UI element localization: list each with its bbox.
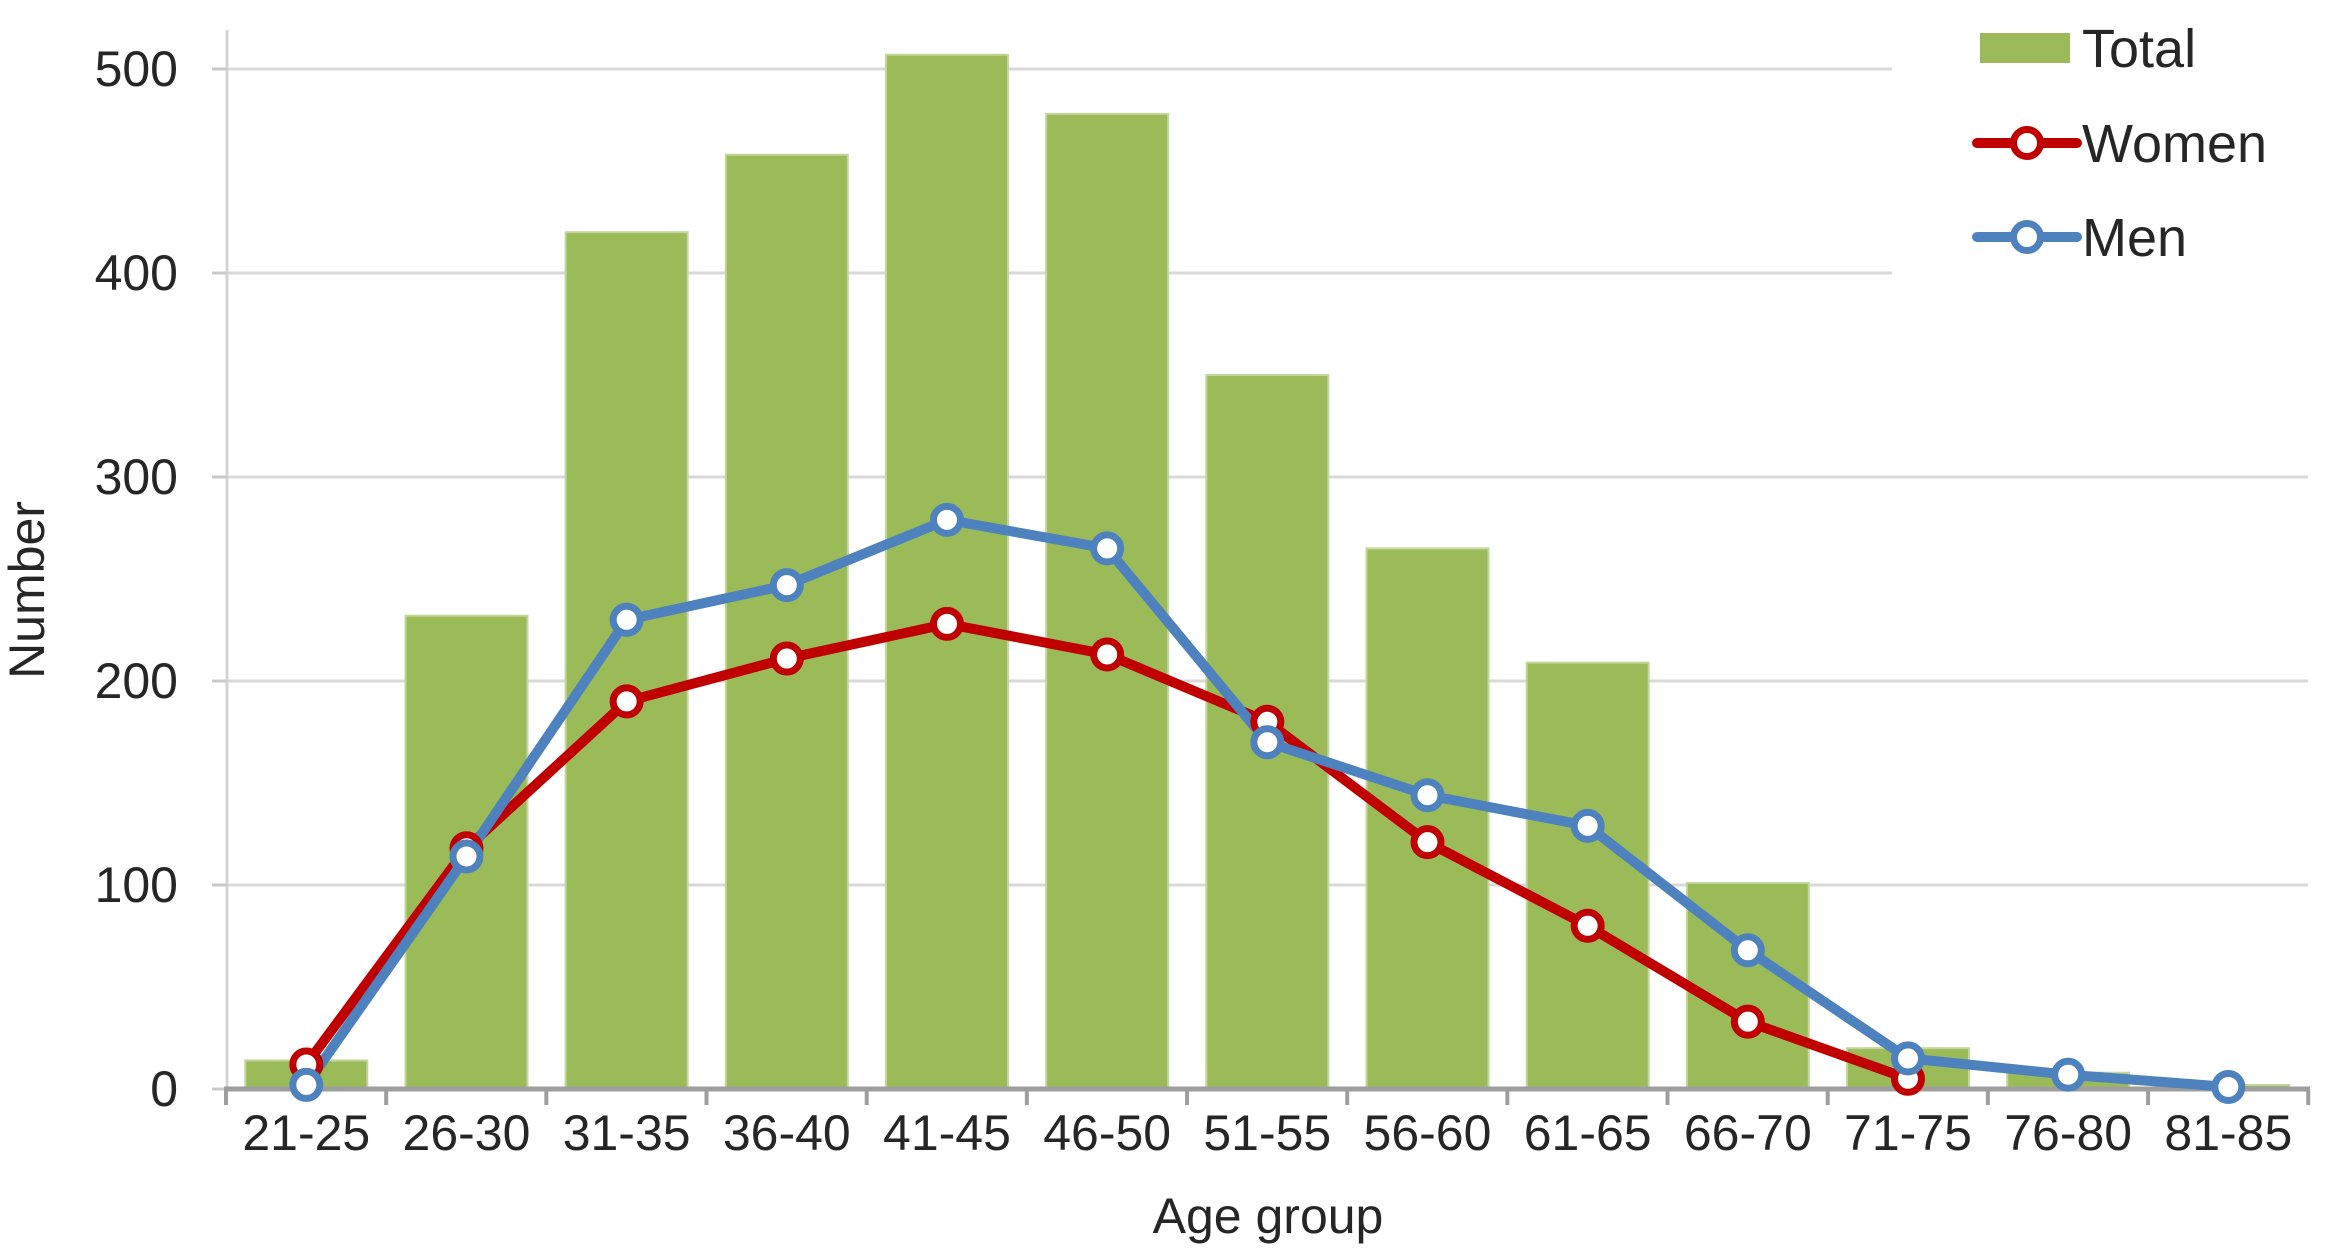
legend-label-total: Total: [2082, 19, 2196, 79]
x-tick-label-26-30: 26-30: [403, 1105, 531, 1161]
bar-56-60: [1365, 547, 1490, 1090]
legend-swatch-total: [1980, 33, 2070, 63]
men-marker-56-60: [1410, 778, 1445, 813]
women-marker-36-40: [769, 641, 804, 676]
men-marker-66-70: [1730, 933, 1765, 968]
men-marker-21-25: [289, 1067, 324, 1102]
x-tick-label-46-50: 46-50: [1043, 1105, 1171, 1161]
x-tick-label-66-70: 66-70: [1684, 1105, 1812, 1161]
x-axis-title: Age group: [1153, 1188, 1384, 1244]
legend-label-men: Men: [2082, 208, 2187, 268]
x-tick-label-56-60: 56-60: [1364, 1105, 1492, 1161]
women-marker-56-60: [1410, 825, 1445, 860]
men-marker-81-85: [2211, 1069, 2246, 1104]
men-marker-41-45: [929, 502, 964, 537]
x-tick-label-76-80: 76-80: [2004, 1105, 2132, 1161]
bar-61-65: [1525, 661, 1650, 1090]
women-marker-41-45: [929, 606, 964, 641]
women-marker-31-35: [609, 684, 644, 719]
men-marker-71-75: [1891, 1041, 1925, 1076]
y-tick-label-400: 400: [95, 245, 178, 301]
legend-background: [1892, 4, 2326, 336]
legend-chip-men-marker: [2010, 220, 2044, 254]
x-tick-label-21-25: 21-25: [242, 1105, 370, 1161]
men-marker-51-55: [1250, 725, 1285, 760]
x-tick-label-51-55: 51-55: [1203, 1105, 1331, 1161]
bar-66-70: [1685, 881, 1810, 1091]
bar-36-40: [724, 153, 849, 1090]
men-marker-76-80: [2051, 1057, 2086, 1092]
x-tick-label-41-45: 41-45: [883, 1105, 1011, 1161]
men-marker-61-65: [1570, 808, 1605, 843]
men-marker-36-40: [769, 568, 804, 603]
legend-chip-women-marker: [2010, 126, 2044, 160]
y-tick-label-100: 100: [95, 857, 178, 913]
x-tick-label-81-85: 81-85: [2164, 1105, 2292, 1161]
x-tick-label-61-65: 61-65: [1524, 1105, 1652, 1161]
men-marker-26-30: [449, 839, 484, 874]
x-tick-label-36-40: 36-40: [723, 1105, 851, 1161]
women-marker-66-70: [1730, 1004, 1765, 1039]
bar-31-35: [564, 231, 689, 1090]
x-tick-label-31-35: 31-35: [563, 1105, 691, 1161]
y-tick-label-200: 200: [95, 653, 178, 709]
legend-label-women: Women: [2082, 114, 2267, 174]
y-axis-title: Number: [0, 501, 55, 679]
x-tick-label-71-75: 71-75: [1844, 1105, 1972, 1161]
men-marker-31-35: [609, 602, 644, 637]
women-marker-46-50: [1090, 637, 1125, 672]
y-tick-label-0: 0: [150, 1061, 178, 1117]
y-tick-label-300: 300: [95, 449, 178, 505]
y-tick-label-500: 500: [95, 41, 178, 97]
women-marker-61-65: [1570, 908, 1605, 943]
bar-41-45: [884, 53, 1009, 1091]
men-marker-46-50: [1090, 531, 1125, 566]
